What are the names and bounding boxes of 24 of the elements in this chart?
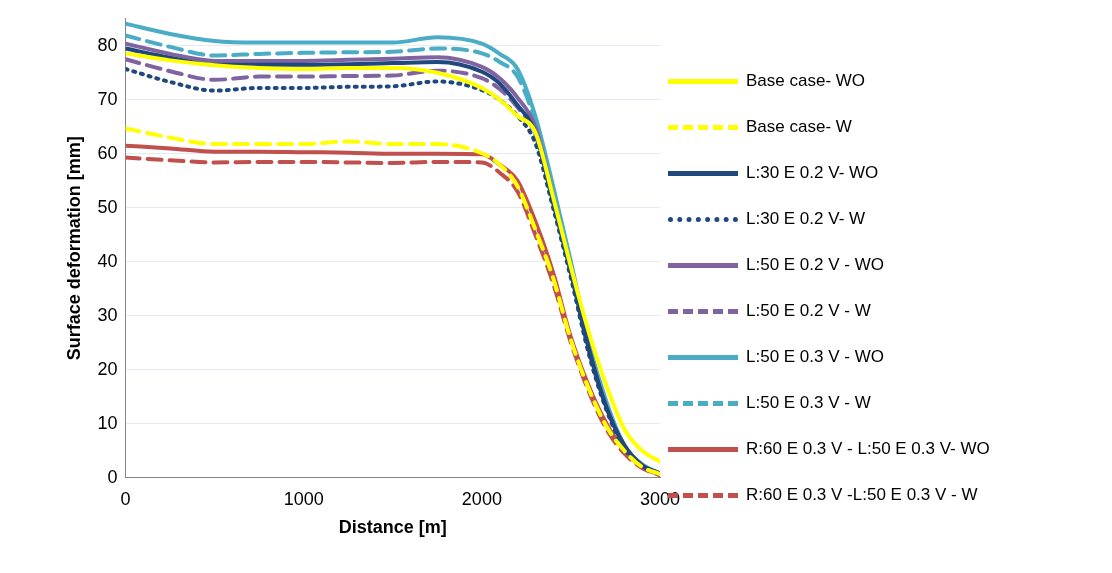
legend-label: L:50 E 0.3 V - W [746, 393, 871, 413]
legend-label: L:30 E 0.2 V- W [746, 209, 866, 229]
y-tick-label: 20 [97, 358, 118, 379]
legend-label: R:60 E 0.3 V - L:50 E 0.3 V- WO [746, 439, 990, 459]
legend-label: L:50 E 0.3 V - WO [746, 347, 884, 367]
y-tick-label: 30 [97, 304, 118, 325]
legend-label: Base case- WO [746, 71, 866, 91]
legend-label: L:50 E 0.2 V - WO [746, 255, 884, 275]
legend-label: R:60 E 0.3 V -L:50 E 0.3 V - W [746, 485, 978, 505]
legend-label: L:30 E 0.2 V- WO [746, 163, 879, 183]
y-tick-label: 40 [97, 250, 118, 271]
y-axis-title: Surface deformation [mm] [63, 136, 84, 361]
x-tick-label: 0 [120, 488, 131, 509]
legend-label: L:50 E 0.2 V - W [746, 301, 871, 321]
y-tick-label: 80 [97, 34, 118, 55]
y-tick-label: 10 [97, 412, 118, 433]
x-tick-label: 1000 [283, 488, 324, 509]
y-tick-label: 0 [107, 466, 118, 487]
y-tick-label: 50 [97, 196, 118, 217]
x-tick-label: 2000 [461, 488, 502, 509]
x-axis-title: Distance [m] [338, 517, 447, 538]
y-tick-label: 70 [97, 88, 118, 109]
y-tick-label: 60 [97, 142, 118, 163]
legend-label: Base case- W [746, 117, 852, 137]
